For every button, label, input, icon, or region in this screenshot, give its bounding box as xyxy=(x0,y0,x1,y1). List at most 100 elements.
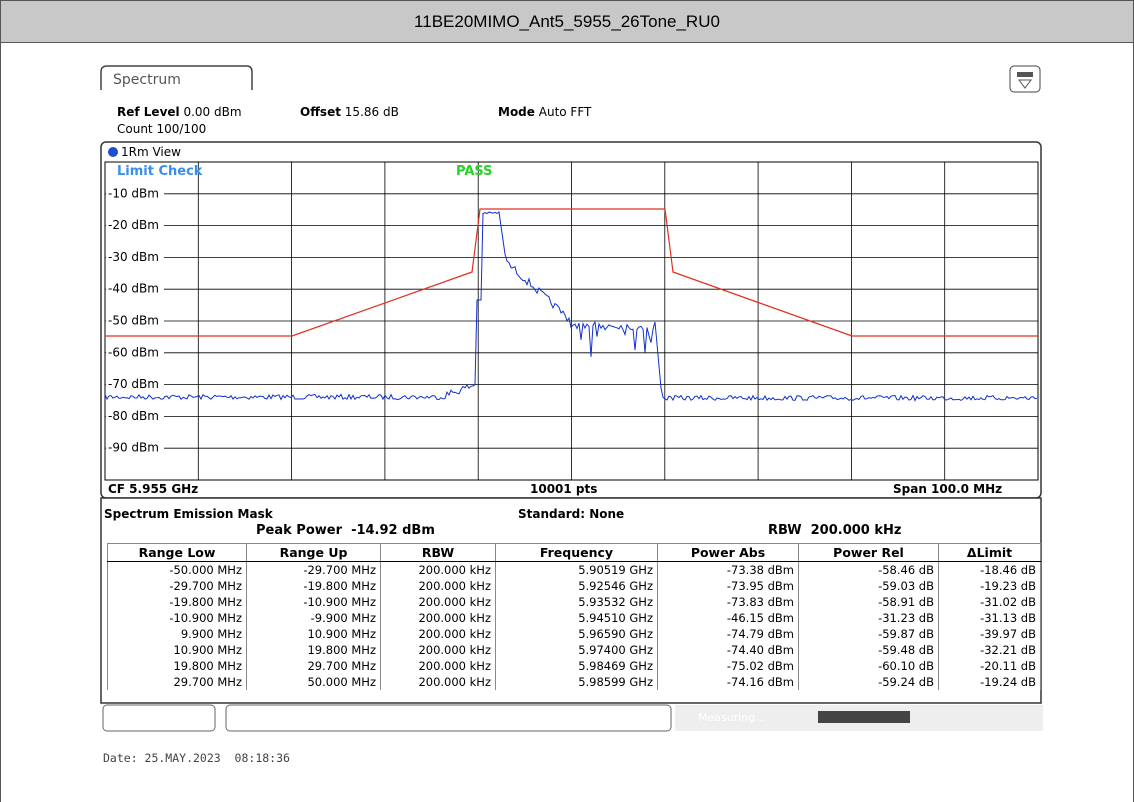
table-cell: 200.000 kHz xyxy=(380,674,496,690)
table-cell: -31.02 dB xyxy=(938,594,1041,610)
rbw: RBW 200.000 kHz xyxy=(768,524,901,538)
table-cell: -74.40 dBm xyxy=(657,642,799,658)
table-cell: -75.02 dBm xyxy=(657,658,799,674)
table-cell: 200.000 kHz xyxy=(380,594,496,610)
table-cell: -18.46 dB xyxy=(938,561,1041,578)
table-cell: 200.000 kHz xyxy=(380,626,496,642)
table-cell: 50.000 MHz xyxy=(246,674,381,690)
label: Peak Power xyxy=(256,523,342,538)
table-cell: -31.23 dB xyxy=(798,610,939,626)
table-cell: -73.83 dBm xyxy=(657,594,799,610)
setting: Offset 15.86 dB xyxy=(300,105,399,119)
table-row: -29.700 MHz -19.800 MHz 200.000 kHz 5.92546… xyxy=(107,578,1041,594)
column-header: Power Abs xyxy=(657,543,799,562)
label-bg xyxy=(106,377,164,392)
count: Count 100/100 xyxy=(117,122,207,136)
table-row: 9.900 MHz 10.900 MHz 200.000 kHz 5.96590 GH… xyxy=(107,626,1041,642)
progress-bar xyxy=(818,711,910,723)
column-header: Range Up xyxy=(246,543,381,562)
column-header: ΔLimit xyxy=(938,543,1041,562)
table-cell: 5.97400 GHz xyxy=(495,642,658,658)
table-cell: -19.800 MHz xyxy=(246,578,381,594)
table-cell: 5.96590 GHz xyxy=(495,626,658,642)
y-label: -80 dBm xyxy=(108,409,159,423)
value: 15.86 dB xyxy=(344,105,399,119)
y-label: -30 dBm xyxy=(108,250,159,264)
table-cell: 9.900 MHz xyxy=(107,626,247,642)
y-label: -60 dBm xyxy=(108,345,159,359)
limit-result: PASS xyxy=(456,164,493,179)
y-label: -70 dBm xyxy=(108,377,159,391)
table-cell: -31.13 dB xyxy=(938,610,1041,626)
grid xyxy=(105,162,1038,480)
table-cell: -29.700 MHz xyxy=(246,561,381,578)
label: Ref Level xyxy=(117,105,180,119)
table-cell: -32.21 dB xyxy=(938,642,1041,658)
label-bg xyxy=(106,250,164,265)
label-bg xyxy=(106,345,164,360)
table-cell: -59.48 dB xyxy=(798,642,939,658)
table-cell: -46.15 dBm xyxy=(657,610,799,626)
tab[interactable] xyxy=(100,65,253,90)
table-row: 19.800 MHz 29.700 MHz 200.000 kHz 5.98469 G… xyxy=(107,658,1041,674)
menu-icon xyxy=(1017,72,1033,77)
table-cell: 200.000 kHz xyxy=(380,578,496,594)
value: 0.00 dBm xyxy=(183,105,242,119)
table-cell: -50.000 MHz xyxy=(107,561,247,578)
label: Offset xyxy=(300,105,341,119)
limit-line xyxy=(105,208,1038,337)
table-cell: 200.000 kHz xyxy=(380,658,496,674)
table-row: -19.800 MHz -10.900 MHz 200.000 kHz 5.93532… xyxy=(107,594,1041,610)
trace-indicator xyxy=(108,147,118,157)
center-freq: CF 5.955 GHz xyxy=(108,482,199,496)
value: Auto FFT xyxy=(538,105,592,119)
table-cell: -59.87 dB xyxy=(798,626,939,642)
table-cell: -58.46 dB xyxy=(798,561,939,578)
view-label: 1Rm View xyxy=(121,145,181,159)
span: Span 100.0 MHz xyxy=(893,482,1003,496)
table-cell: 19.800 MHz xyxy=(107,658,247,674)
table-cell: -59.24 dB xyxy=(798,674,939,690)
label-bg xyxy=(106,186,164,201)
table-cell: -59.03 dB xyxy=(798,578,939,594)
table-cell: -19.800 MHz xyxy=(107,594,247,610)
title: 11BE20MIMO_Ant5_5955_26Tone_RU0 xyxy=(414,12,720,31)
table-cell: -73.95 dBm xyxy=(657,578,799,594)
table-cell: 29.700 MHz xyxy=(246,658,381,674)
table-cell: -74.79 dBm xyxy=(657,626,799,642)
table-cell: -60.10 dB xyxy=(798,658,939,674)
column-header: Range Low xyxy=(107,543,247,562)
label-bg xyxy=(106,218,164,233)
label-bg xyxy=(106,409,164,424)
table-cell: 200.000 kHz xyxy=(380,610,496,626)
table-cell: -39.97 dB xyxy=(938,626,1041,642)
table-cell: -10.900 MHz xyxy=(107,610,247,626)
table-cell: -20.11 dB xyxy=(938,658,1041,674)
table-cell: 10.900 MHz xyxy=(246,626,381,642)
y-label: -10 dBm xyxy=(108,186,159,200)
sem-title: Spectrum Emission Mask xyxy=(104,507,273,521)
table-cell: -19.23 dB xyxy=(938,578,1041,594)
label-bg xyxy=(106,441,164,456)
status-box xyxy=(225,704,672,732)
table-cell: -74.16 dBm xyxy=(657,674,799,690)
table-cell: -19.24 dB xyxy=(938,674,1041,690)
setting: Mode Auto FFT xyxy=(498,105,591,119)
y-label: -40 dBm xyxy=(108,282,159,296)
setting: Ref Level 0.00 dBm xyxy=(117,105,242,119)
label-bg xyxy=(106,282,164,297)
table-cell: 5.93532 GHz xyxy=(495,594,658,610)
table-cell: 5.90519 GHz xyxy=(495,561,658,578)
table-cell: -58.91 dB xyxy=(798,594,939,610)
menu-arrow xyxy=(1018,79,1032,89)
label: Mode xyxy=(498,105,535,119)
sem-table: Range Low Range Up RBW Frequency Power Abs Po… xyxy=(107,543,1041,690)
table-cell: -10.900 MHz xyxy=(246,594,381,610)
table-cell: 5.94510 GHz xyxy=(495,610,658,626)
trace xyxy=(104,211,1038,402)
title-bar xyxy=(0,0,1134,43)
points: 10001 pts xyxy=(530,482,598,496)
table-cell: 19.800 MHz xyxy=(246,642,381,658)
value: 200.000 kHz xyxy=(810,523,902,538)
y-labels: -10 dBm -20 dBm -30 dBm -40 dBm -50 dBm -60 d… xyxy=(106,186,164,456)
